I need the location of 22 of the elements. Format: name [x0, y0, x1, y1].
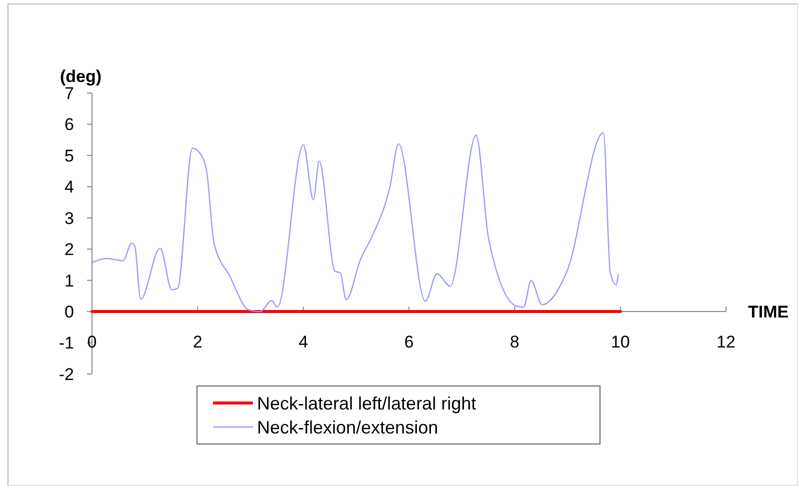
y-tick-label: 5	[64, 146, 74, 166]
y-tick-label: 2	[64, 240, 74, 260]
x-tick-label: 10	[610, 332, 630, 352]
y-tick-label: 6	[64, 115, 74, 134]
x-tick-label: 0	[87, 332, 97, 352]
y-axis-title: (deg)	[60, 67, 102, 86]
x-tick-label: 6	[404, 332, 414, 352]
y-tick-label: 1	[64, 271, 74, 290]
y-tick-label: 3	[64, 208, 74, 228]
x-tick-label: 2	[192, 332, 202, 352]
legend-label: Neck-lateral left/lateral right	[257, 393, 476, 414]
y-tick-label: -1	[58, 334, 74, 353]
y-tick-label: 0	[64, 302, 74, 322]
legend-label: Neck-flexion/extension	[257, 417, 438, 438]
x-tick-label: 12	[716, 332, 736, 352]
x-axis-title: TIME	[748, 302, 789, 322]
y-tick-label: -2	[58, 364, 74, 384]
y-tick-label: 7	[64, 84, 74, 103]
y-tick-label: 4	[64, 178, 74, 197]
x-tick-label: 8	[510, 332, 520, 352]
x-tick-label: 4	[298, 332, 308, 352]
line-series	[92, 132, 619, 312]
